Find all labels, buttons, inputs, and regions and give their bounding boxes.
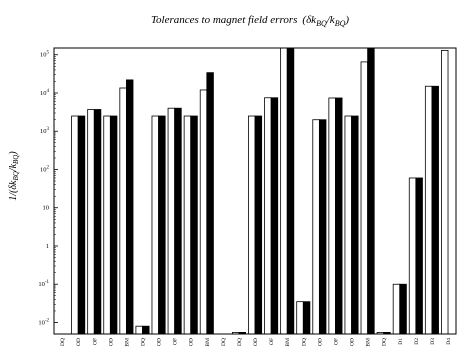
y-tick-label-1: 10-1 xyxy=(38,280,49,288)
bar-solid-15 xyxy=(302,301,311,335)
bar-solid-23 xyxy=(431,85,439,335)
bar-open-2 xyxy=(87,109,95,335)
bar-solid-16 xyxy=(318,119,327,335)
bar-open-21 xyxy=(392,283,401,335)
y-tick-label-4: 102 xyxy=(40,165,50,173)
bar-open-5 xyxy=(135,325,143,335)
bar-open-14 xyxy=(280,47,288,335)
x-label-1: OD xyxy=(76,338,82,346)
y-tick-label-3: 10 xyxy=(43,205,50,212)
bar-open-19 xyxy=(360,61,369,335)
bar-open-17 xyxy=(328,97,336,335)
x-label-10: DQ xyxy=(221,338,227,346)
bar-open-9 xyxy=(199,89,208,335)
x-label-4: BM xyxy=(124,338,130,347)
bars-group xyxy=(71,47,449,335)
bar-solid-3 xyxy=(109,115,118,335)
x-label-15: DQ xyxy=(301,338,307,346)
y-ticks-group: 10-2 10-1 1 10 102 103 104 105 xyxy=(38,51,58,326)
x-label-11: DQ xyxy=(237,338,243,346)
y-tick-label-2: 1 xyxy=(46,243,49,250)
bar-open-16 xyxy=(312,119,320,335)
bar-solid-5 xyxy=(142,325,150,335)
bar-open-18 xyxy=(344,115,352,335)
x-label-23: D3 xyxy=(430,338,436,345)
bar-solid-4 xyxy=(126,79,134,335)
bar-open-13 xyxy=(264,97,272,335)
bar-solid-22 xyxy=(415,177,423,335)
x-label-24: D4 xyxy=(446,338,452,345)
y-tick-label-0: 10-2 xyxy=(38,318,49,326)
x-label-2: OF xyxy=(92,338,98,345)
x-label-16: OD xyxy=(317,338,323,346)
x-label-0: DQ xyxy=(60,338,66,346)
bar-solid-13 xyxy=(270,97,279,335)
x-labels-group: DQ OD OF OD BM DQ OD OF OD BM DQ DQ OD OF BM DQ OD OF OD BM… xyxy=(60,338,452,347)
bar-solid-19 xyxy=(367,47,375,335)
bar-solid-9 xyxy=(206,72,214,335)
x-label-22: D2 xyxy=(414,338,420,345)
bar-open-7 xyxy=(167,107,176,335)
x-label-13: OF xyxy=(269,338,275,345)
bar-open-6 xyxy=(151,115,159,335)
bar-solid-17 xyxy=(335,97,343,335)
x-label-19: BM xyxy=(366,338,372,347)
x-label-7: OF xyxy=(173,338,179,345)
y-tick-label-6: 104 xyxy=(40,89,50,97)
y-tick-label-7: 105 xyxy=(40,51,50,59)
bar-solid-18 xyxy=(351,115,359,335)
bar-solid-1 xyxy=(77,115,86,335)
bar-solid-21 xyxy=(399,283,407,335)
bar-open-8 xyxy=(183,115,192,335)
x-label-12: OD xyxy=(253,338,259,346)
bar-solid-14 xyxy=(286,47,295,335)
x-label-8: OD xyxy=(189,338,195,346)
bar-open-22 xyxy=(408,177,417,335)
x-label-5: DQ xyxy=(141,338,147,346)
plot-frame xyxy=(53,47,457,335)
x-label-9: BM xyxy=(205,338,211,347)
bar-open-1 xyxy=(71,115,79,335)
bar-open-24 xyxy=(441,49,449,335)
x-label-17: OF xyxy=(333,338,339,345)
bar-open-12 xyxy=(248,115,256,335)
x-label-3: OD xyxy=(108,338,114,346)
y-tick-label-5: 103 xyxy=(40,127,50,135)
bar-solid-7 xyxy=(174,107,182,335)
x-label-18: OD xyxy=(350,338,356,346)
bar-open-15 xyxy=(296,301,304,335)
bar-solid-8 xyxy=(190,115,198,335)
bar-solid-12 xyxy=(254,115,263,335)
bar-open-3 xyxy=(103,115,111,335)
bar-solid-2 xyxy=(93,109,102,335)
x-label-21: D1 xyxy=(398,338,404,345)
bar-open-4 xyxy=(119,87,127,335)
y-axis-label: 1/(δkBQ/kBQ) xyxy=(8,151,20,201)
x-label-14: BM xyxy=(285,338,291,347)
x-label-6: OD xyxy=(157,338,163,346)
chart-title: Tolerances to magnet field errors (δkBQ/k… xyxy=(151,14,349,28)
bar-solid-6 xyxy=(158,115,166,335)
x-label-20: DQ xyxy=(382,338,388,346)
bar-open-23 xyxy=(424,85,433,335)
